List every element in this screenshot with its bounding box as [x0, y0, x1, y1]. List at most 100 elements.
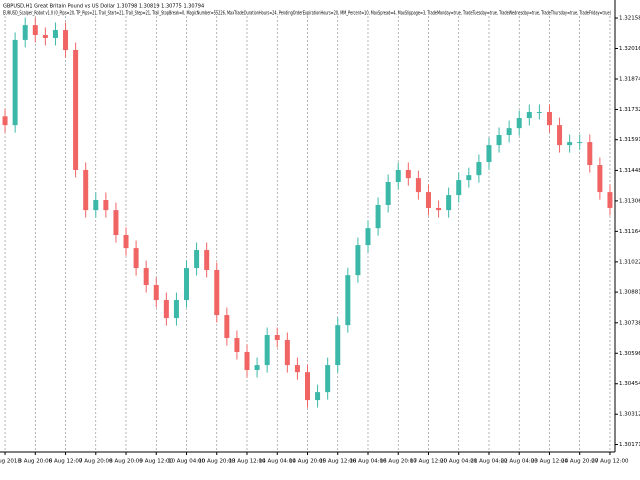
x-tick-label: 13 Aug 12:00: [228, 459, 266, 465]
candle-body: [294, 365, 300, 373]
x-tick-label: 7 Aug 20:00: [79, 459, 113, 465]
candle-body: [325, 365, 331, 393]
y-tick-label: 1.31022: [619, 259, 640, 265]
candle-body: [345, 275, 351, 326]
candle-body: [153, 285, 159, 301]
y-tick-label: 1.30312: [619, 412, 640, 418]
candle-body: [516, 118, 522, 129]
candle-body: [476, 162, 482, 176]
candle-body: [436, 207, 442, 211]
candle-body: [546, 112, 552, 126]
candle-body: [184, 268, 190, 301]
y-tick-label: 1.31164: [619, 229, 640, 235]
x-tick-label: 14 Aug 20:00: [289, 459, 327, 465]
x-tick-label: 20 Aug 04:00: [440, 459, 478, 465]
y-tick-label: 1.31448: [619, 168, 640, 174]
x-tick-label: 23 Aug 12:00: [531, 459, 569, 465]
candle-body: [284, 339, 290, 366]
candle-body: [163, 300, 169, 319]
chart-title: GBPUSD,H1 Great Britain Pound vs US Doll…: [3, 4, 204, 10]
candle-body: [466, 175, 472, 181]
candle-body: [194, 250, 200, 269]
y-tick-label: 1.32158: [619, 16, 640, 22]
x-tick-label: 10 Aug 20:00: [198, 459, 236, 465]
candle-body: [486, 145, 492, 163]
candle-body: [607, 192, 613, 208]
x-tick-label: 22 Aug 04:00: [501, 459, 539, 465]
candle-body: [103, 200, 109, 211]
candle-body: [506, 128, 512, 135]
candle-body: [22, 25, 28, 40]
candle-body: [395, 169, 401, 183]
x-tick-label: 3 Aug 20:00: [18, 459, 52, 465]
candle-body: [83, 169, 89, 211]
x-tick-label: 17 Aug 12:00: [410, 459, 448, 465]
candle-body: [244, 351, 250, 371]
candle-body: [274, 335, 280, 340]
candle-body: [52, 30, 58, 38]
candle-body: [2, 116, 8, 126]
candle-body: [214, 269, 220, 316]
candle-body: [446, 195, 452, 211]
candle-body: [113, 210, 119, 236]
candle-body: [123, 235, 129, 249]
candle-body: [335, 325, 341, 366]
x-tick-label: 27 Aug 12:00: [591, 459, 629, 465]
candle-body: [234, 338, 240, 352]
x-tick-label: 15 Aug 12:00: [319, 459, 357, 465]
candle-body: [305, 372, 310, 401]
y-tick-label: 1.30738: [619, 320, 640, 326]
candle-body: [557, 125, 563, 146]
x-tick-label: 16 Aug 20:00: [380, 459, 418, 465]
candle-body: [496, 134, 502, 146]
candle-body: [254, 365, 260, 371]
candle-body: [415, 178, 421, 193]
y-tick-label: 1.32016: [619, 46, 640, 52]
x-tick-label: 6 Aug 12:00: [49, 459, 83, 465]
candle-body: [224, 315, 230, 339]
y-tick-label: 1.31306: [619, 198, 640, 204]
candle-body: [597, 165, 603, 193]
x-tick-label: 9 Aug 12:00: [139, 459, 173, 465]
candle-body: [567, 142, 573, 146]
y-tick-label: 1.30596: [619, 351, 640, 357]
candle-body: [405, 169, 411, 179]
candle-body: [264, 335, 270, 366]
candle-body: [375, 204, 381, 229]
y-tick-label: 1.31732: [619, 107, 640, 113]
y-tick-label: 1.30171: [619, 442, 640, 448]
candle-body: [143, 268, 149, 286]
candle-body: [425, 192, 431, 208]
candle-body: [385, 182, 391, 205]
x-tick-label: 8 Aug 20:00: [109, 459, 143, 465]
candle-body: [12, 39, 18, 126]
x-tick-label: 14 Aug 04:00: [259, 459, 297, 465]
y-tick-label: 1.31874: [619, 76, 640, 82]
candle-body: [526, 112, 532, 119]
y-tick-label: 1.30881: [619, 290, 640, 296]
candle-body: [315, 392, 321, 401]
x-tick-label: 2 Aug 2018: [0, 459, 21, 465]
candle-body: [577, 142, 583, 144]
x-tick-label: 16 Aug 04:00: [349, 459, 387, 465]
candle-body: [536, 112, 542, 114]
candle-body: [456, 180, 462, 196]
x-tick-label: 24 Aug 20:00: [561, 459, 599, 465]
candle-body: [133, 248, 139, 269]
candle-body: [63, 30, 69, 51]
chart-subtitle: EURUSD_Scalper_Robot v1.0 (0_Pips=20, TP…: [3, 11, 611, 17]
candle-body: [93, 200, 99, 211]
y-tick-label: 1.30454: [619, 381, 640, 387]
candle-body: [587, 142, 593, 166]
candle-body: [42, 34, 48, 38]
candle-body: [173, 300, 179, 319]
x-tick-label: 21 Aug 04:00: [470, 459, 508, 465]
y-tick-label: 1.31591: [619, 137, 640, 143]
candle-body: [73, 50, 79, 170]
x-tick-label: 10 Aug 04:00: [168, 459, 206, 465]
candle-body: [355, 245, 361, 276]
candle-body: [204, 250, 210, 270]
candle-body: [365, 228, 371, 246]
candle-body: [32, 25, 38, 35]
